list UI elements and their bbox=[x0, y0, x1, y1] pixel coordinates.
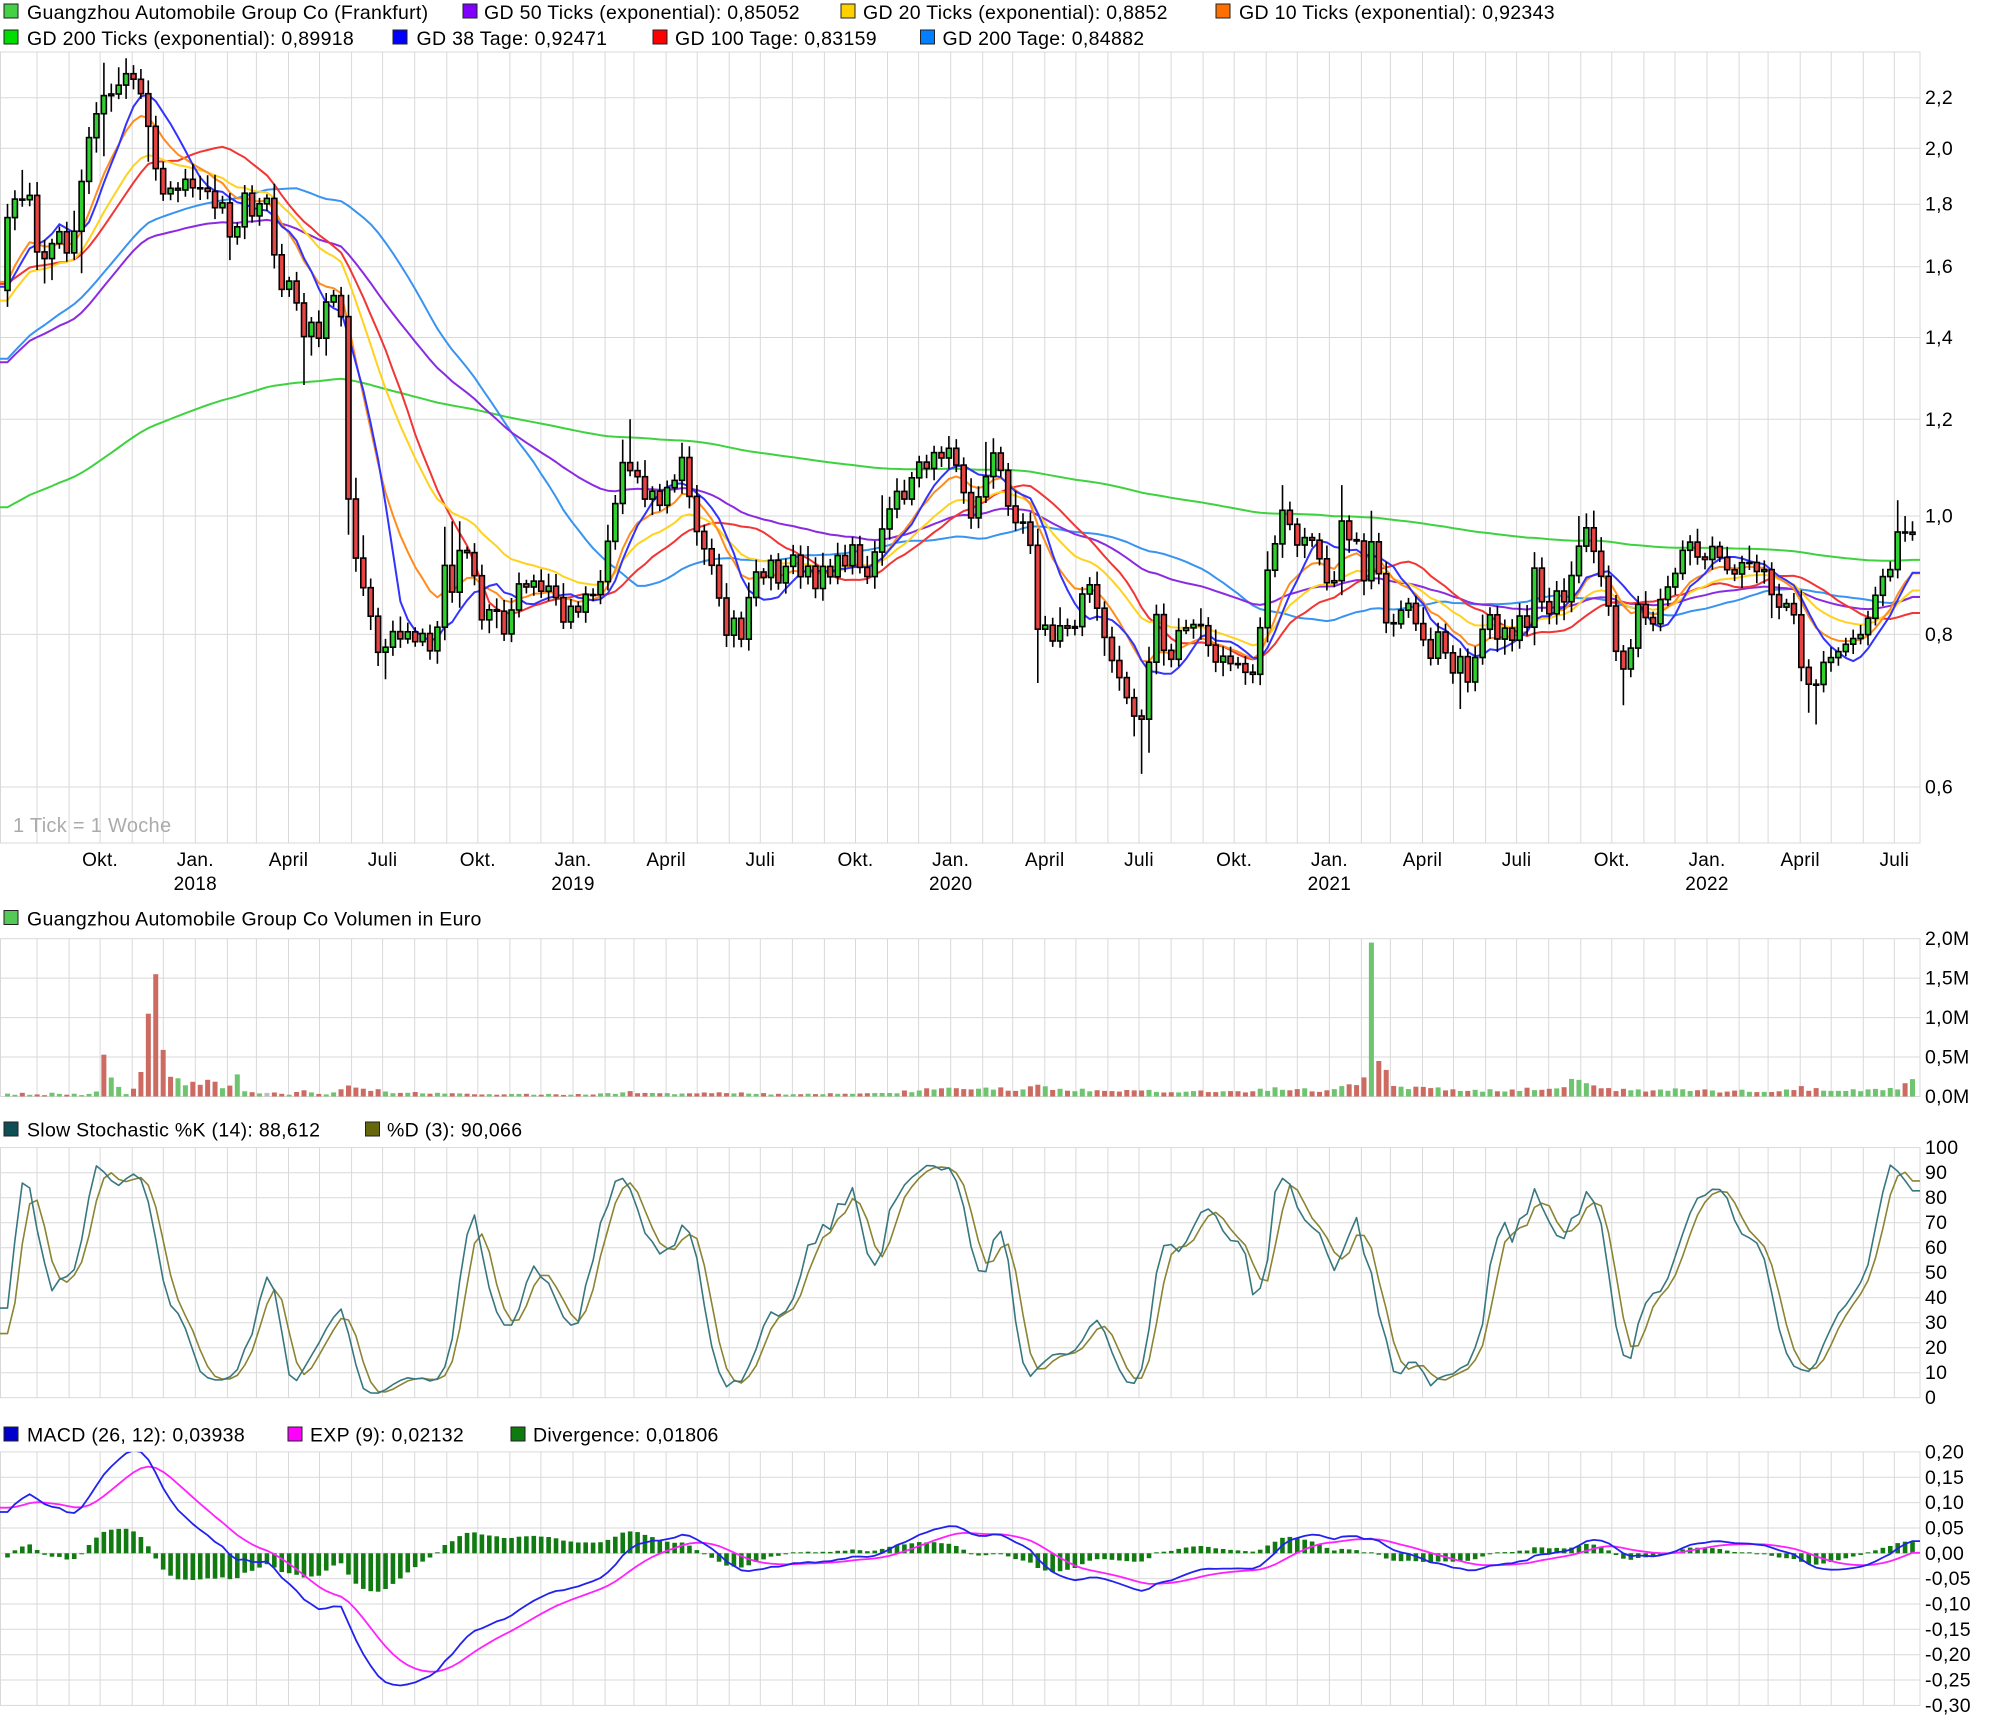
svg-text:2020: 2020 bbox=[929, 874, 972, 895]
svg-text:1,6: 1,6 bbox=[1925, 256, 1953, 278]
svg-text:April: April bbox=[1780, 850, 1820, 871]
svg-text:30: 30 bbox=[1925, 1312, 1947, 1334]
svg-text:GD 100 Tage: 0,83159: GD 100 Tage: 0,83159 bbox=[675, 28, 877, 50]
svg-text:Jan.: Jan. bbox=[932, 850, 969, 871]
svg-text:2019: 2019 bbox=[551, 874, 594, 895]
svg-text:GD 50 Ticks (exponential): 0,8: GD 50 Ticks (exponential): 0,85052 bbox=[484, 2, 800, 24]
svg-text:MACD (26, 12): 0,03938: MACD (26, 12): 0,03938 bbox=[27, 1425, 245, 1447]
svg-text:Juli: Juli bbox=[1879, 850, 1909, 871]
svg-text:1,2: 1,2 bbox=[1925, 409, 1953, 431]
svg-text:Okt.: Okt. bbox=[837, 850, 873, 871]
svg-text:2,2: 2,2 bbox=[1925, 87, 1953, 109]
svg-text:Juli: Juli bbox=[368, 850, 398, 871]
svg-text:Juli: Juli bbox=[1502, 850, 1532, 871]
svg-text:April: April bbox=[1403, 850, 1443, 871]
svg-text:Guangzhou Automobile Group Co: Guangzhou Automobile Group Co Volumen in… bbox=[27, 909, 482, 931]
svg-text:0,20: 0,20 bbox=[1925, 1441, 1964, 1463]
svg-text:-0,15: -0,15 bbox=[1925, 1619, 1971, 1641]
svg-text:0,00: 0,00 bbox=[1925, 1543, 1964, 1565]
svg-text:0,05: 0,05 bbox=[1925, 1518, 1964, 1540]
svg-text:2021: 2021 bbox=[1308, 874, 1351, 895]
svg-text:1,0: 1,0 bbox=[1925, 506, 1953, 528]
svg-text:50: 50 bbox=[1925, 1262, 1947, 1284]
svg-text:Okt.: Okt. bbox=[460, 850, 496, 871]
svg-text:%D (3): 90,066: %D (3): 90,066 bbox=[387, 1120, 522, 1142]
svg-text:10: 10 bbox=[1925, 1362, 1947, 1384]
svg-text:1,0M: 1,0M bbox=[1925, 1007, 1970, 1029]
svg-text:1,4: 1,4 bbox=[1925, 327, 1953, 349]
svg-text:Jan.: Jan. bbox=[554, 850, 591, 871]
svg-text:100: 100 bbox=[1925, 1137, 1958, 1159]
svg-text:1,5M: 1,5M bbox=[1925, 968, 1970, 990]
svg-text:2022: 2022 bbox=[1685, 874, 1728, 895]
svg-text:GD 10 Ticks (exponential): 0,9: GD 10 Ticks (exponential): 0,92343 bbox=[1239, 2, 1555, 24]
svg-text:0,0M: 0,0M bbox=[1925, 1086, 1970, 1108]
svg-text:Guangzhou Automobile Group Co: Guangzhou Automobile Group Co (Frankfurt… bbox=[27, 2, 428, 24]
svg-text:0,15: 0,15 bbox=[1925, 1467, 1964, 1489]
svg-text:0,10: 0,10 bbox=[1925, 1492, 1964, 1514]
svg-text:-0,05: -0,05 bbox=[1925, 1568, 1971, 1590]
svg-text:70: 70 bbox=[1925, 1212, 1947, 1234]
svg-text:Juli: Juli bbox=[745, 850, 775, 871]
svg-text:80: 80 bbox=[1925, 1187, 1947, 1209]
svg-text:Divergence: 0,01806: Divergence: 0,01806 bbox=[533, 1425, 719, 1447]
svg-text:1 Tick = 1 Woche: 1 Tick = 1 Woche bbox=[13, 815, 171, 837]
svg-text:GD 200 Ticks (exponential): 0,: GD 200 Ticks (exponential): 0,89918 bbox=[27, 28, 354, 50]
svg-text:0: 0 bbox=[1925, 1387, 1936, 1409]
svg-text:2,0M: 2,0M bbox=[1925, 928, 1970, 950]
svg-text:Okt.: Okt. bbox=[1216, 850, 1252, 871]
svg-text:0,8: 0,8 bbox=[1925, 624, 1953, 646]
svg-text:-0,30: -0,30 bbox=[1925, 1695, 1971, 1717]
svg-text:Jan.: Jan. bbox=[177, 850, 214, 871]
svg-text:Slow Stochastic %K (14): 88,61: Slow Stochastic %K (14): 88,612 bbox=[27, 1120, 320, 1142]
svg-text:2,0: 2,0 bbox=[1925, 138, 1953, 160]
svg-text:Jan.: Jan. bbox=[1311, 850, 1348, 871]
svg-text:GD 200 Tage: 0,84882: GD 200 Tage: 0,84882 bbox=[943, 28, 1145, 50]
svg-text:-0,10: -0,10 bbox=[1925, 1594, 1971, 1616]
svg-text:20: 20 bbox=[1925, 1337, 1947, 1359]
svg-text:-0,25: -0,25 bbox=[1925, 1670, 1971, 1692]
svg-text:April: April bbox=[269, 850, 309, 871]
svg-text:Okt.: Okt. bbox=[1594, 850, 1630, 871]
svg-text:Jan.: Jan. bbox=[1688, 850, 1725, 871]
svg-text:90: 90 bbox=[1925, 1162, 1947, 1184]
svg-text:Okt.: Okt. bbox=[82, 850, 118, 871]
svg-text:40: 40 bbox=[1925, 1287, 1947, 1309]
svg-text:EXP (9): 0,02132: EXP (9): 0,02132 bbox=[310, 1425, 464, 1447]
svg-text:GD 20 Ticks (exponential): 0,8: GD 20 Ticks (exponential): 0,8852 bbox=[863, 2, 1168, 24]
svg-text:1,8: 1,8 bbox=[1925, 194, 1953, 216]
svg-text:April: April bbox=[1025, 850, 1065, 871]
svg-text:-0,20: -0,20 bbox=[1925, 1644, 1971, 1666]
svg-text:GD 38 Tage: 0,92471: GD 38 Tage: 0,92471 bbox=[417, 28, 608, 50]
svg-text:April: April bbox=[646, 850, 686, 871]
svg-text:60: 60 bbox=[1925, 1237, 1947, 1259]
svg-text:Juli: Juli bbox=[1124, 850, 1154, 871]
svg-text:0,5M: 0,5M bbox=[1925, 1047, 1970, 1069]
svg-text:0,6: 0,6 bbox=[1925, 777, 1953, 799]
svg-text:2018: 2018 bbox=[174, 874, 217, 895]
